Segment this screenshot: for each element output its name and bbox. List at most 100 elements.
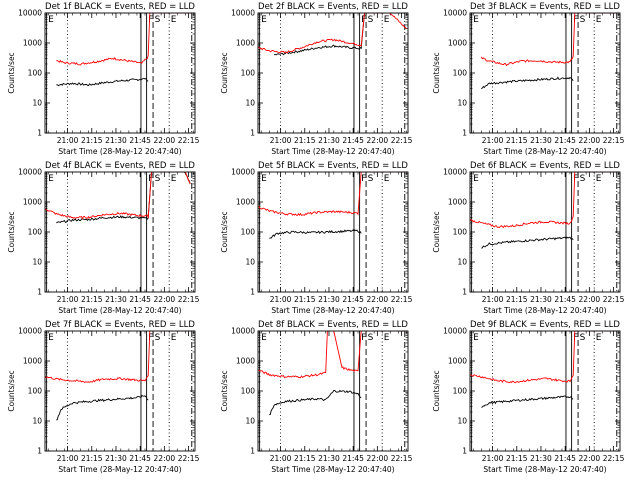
x-tick-label: 22:15 [178, 136, 200, 145]
y-tick-label: 1000 [448, 357, 467, 366]
panel-title: Det 3f BLACK = Events, RED = LLD [470, 2, 620, 12]
y-tick-label: 1 [250, 447, 255, 456]
series-lld-line [470, 172, 619, 229]
y-tick-label: 10 [32, 99, 42, 108]
series-events-line [56, 394, 149, 421]
marker-label: E [171, 333, 177, 343]
y-tick-label: 10 [245, 258, 255, 267]
x-tick-label: 21:45 [129, 295, 151, 304]
y-tick-label: 1 [250, 129, 255, 138]
series-events-line [269, 229, 362, 239]
x-tick-label: 21:30 [530, 454, 552, 463]
x-tick-label: 21:15 [81, 136, 103, 145]
x-tick-label: 21:45 [129, 136, 151, 145]
y-tick-label: 100 [453, 69, 468, 78]
x-tick-label: 22:00 [154, 136, 176, 145]
y-tick-label: 10000 [231, 168, 255, 177]
x-tick-label: 21:00 [482, 136, 504, 145]
series-group [45, 331, 194, 421]
x-tick-label: 21:30 [105, 136, 127, 145]
x-tick-label: 21:00 [57, 454, 79, 463]
x-tick-label: 21:30 [530, 136, 552, 145]
x-tick-label: 22:15 [391, 295, 413, 304]
series-events-line [269, 389, 362, 416]
x-axis-label: Start Time (28-May-12 20:47:40) [58, 147, 181, 156]
y-tick-label: 10000 [18, 168, 42, 177]
series-group [480, 13, 619, 90]
series-group [258, 13, 407, 56]
x-tick-label: 21:45 [554, 295, 576, 304]
x-tick-label: 22:15 [178, 454, 200, 463]
marker-label: S [155, 15, 161, 25]
y-tick-label: 1 [37, 129, 42, 138]
x-tick-label: 22:15 [178, 295, 200, 304]
x-tick-label: 21:15 [294, 454, 316, 463]
panel-8: Det 8f BLACK = Events, RED = LLD Start Ti… [220, 320, 413, 474]
x-tick-label: 21:15 [506, 295, 528, 304]
x-tick-label: 22:15 [391, 454, 413, 463]
series-events-line [56, 77, 149, 87]
y-tick-label: 10000 [18, 327, 42, 336]
y-tick-label: 1000 [236, 198, 255, 207]
y-tick-label: 100 [453, 387, 468, 396]
series-group [258, 331, 407, 416]
y-axis-label: Counts/sec [7, 370, 16, 411]
marker-label: F [361, 333, 366, 343]
x-tick-label: 21:00 [270, 454, 292, 463]
series-events-line [481, 395, 574, 408]
marker-label: E [384, 333, 390, 343]
marker-label: S [155, 174, 161, 184]
marker-label: E [171, 15, 177, 25]
y-tick-label: 1 [37, 447, 42, 456]
marker-label: F [148, 333, 153, 343]
series-lld-line [258, 331, 407, 379]
marker-label: S [580, 333, 586, 343]
x-tick-label: 21:15 [506, 136, 528, 145]
marker-label: E [261, 333, 267, 343]
y-tick-label: 10000 [231, 327, 255, 336]
panel-title: Det 7f BLACK = Events, RED = LLD [45, 320, 195, 330]
y-tick-label: 1000 [23, 198, 42, 207]
y-axis-label: Counts/sec [220, 211, 229, 252]
y-tick-label: 10 [457, 417, 467, 426]
panel-9: Det 9f BLACK = Events, RED = LLD Start Ti… [432, 320, 625, 474]
x-tick-label: 21:00 [270, 136, 292, 145]
marker-label: F [573, 174, 578, 184]
marker-label: E [384, 174, 390, 184]
x-tick-label: 22:15 [391, 136, 413, 145]
marker-label: E [473, 15, 479, 25]
marker-label: E [473, 174, 479, 184]
x-tick-label: 22:00 [579, 136, 601, 145]
y-tick-label: 100 [28, 228, 43, 237]
series-events-line [273, 13, 407, 56]
y-tick-label: 1000 [236, 39, 255, 48]
y-tick-label: 10000 [443, 9, 467, 18]
x-axis-label: Start Time (28-May-12 20:47:40) [271, 306, 394, 315]
y-tick-label: 100 [241, 387, 256, 396]
panel-6: Det 6f BLACK = Events, RED = LLD Start Ti… [432, 161, 625, 315]
marker-label: S [580, 174, 586, 184]
x-tick-label: 21:00 [57, 136, 79, 145]
plot-frame [44, 330, 196, 452]
series-group [470, 172, 619, 249]
marker-label: E [384, 15, 390, 25]
series-group [470, 331, 619, 408]
y-tick-label: 10 [457, 258, 467, 267]
y-tick-label: 10 [32, 417, 42, 426]
marker-label: S [155, 333, 161, 343]
y-axis-label: Counts/sec [7, 211, 16, 252]
x-tick-label: 22:00 [367, 136, 389, 145]
x-axis-label: Start Time (28-May-12 20:47:40) [58, 465, 181, 474]
series-lld-line [470, 331, 619, 384]
series-lld-line [258, 172, 407, 216]
x-tick-label: 22:15 [603, 454, 625, 463]
x-tick-label: 21:30 [530, 295, 552, 304]
plot-frame [257, 12, 409, 134]
y-tick-label: 1 [37, 288, 42, 297]
x-tick-label: 21:15 [294, 295, 316, 304]
x-axis-label: Start Time (28-May-12 20:47:40) [58, 306, 181, 315]
x-tick-label: 21:45 [342, 136, 364, 145]
y-tick-label: 1000 [448, 39, 467, 48]
series-events-line [56, 172, 191, 224]
series-group [45, 172, 191, 224]
